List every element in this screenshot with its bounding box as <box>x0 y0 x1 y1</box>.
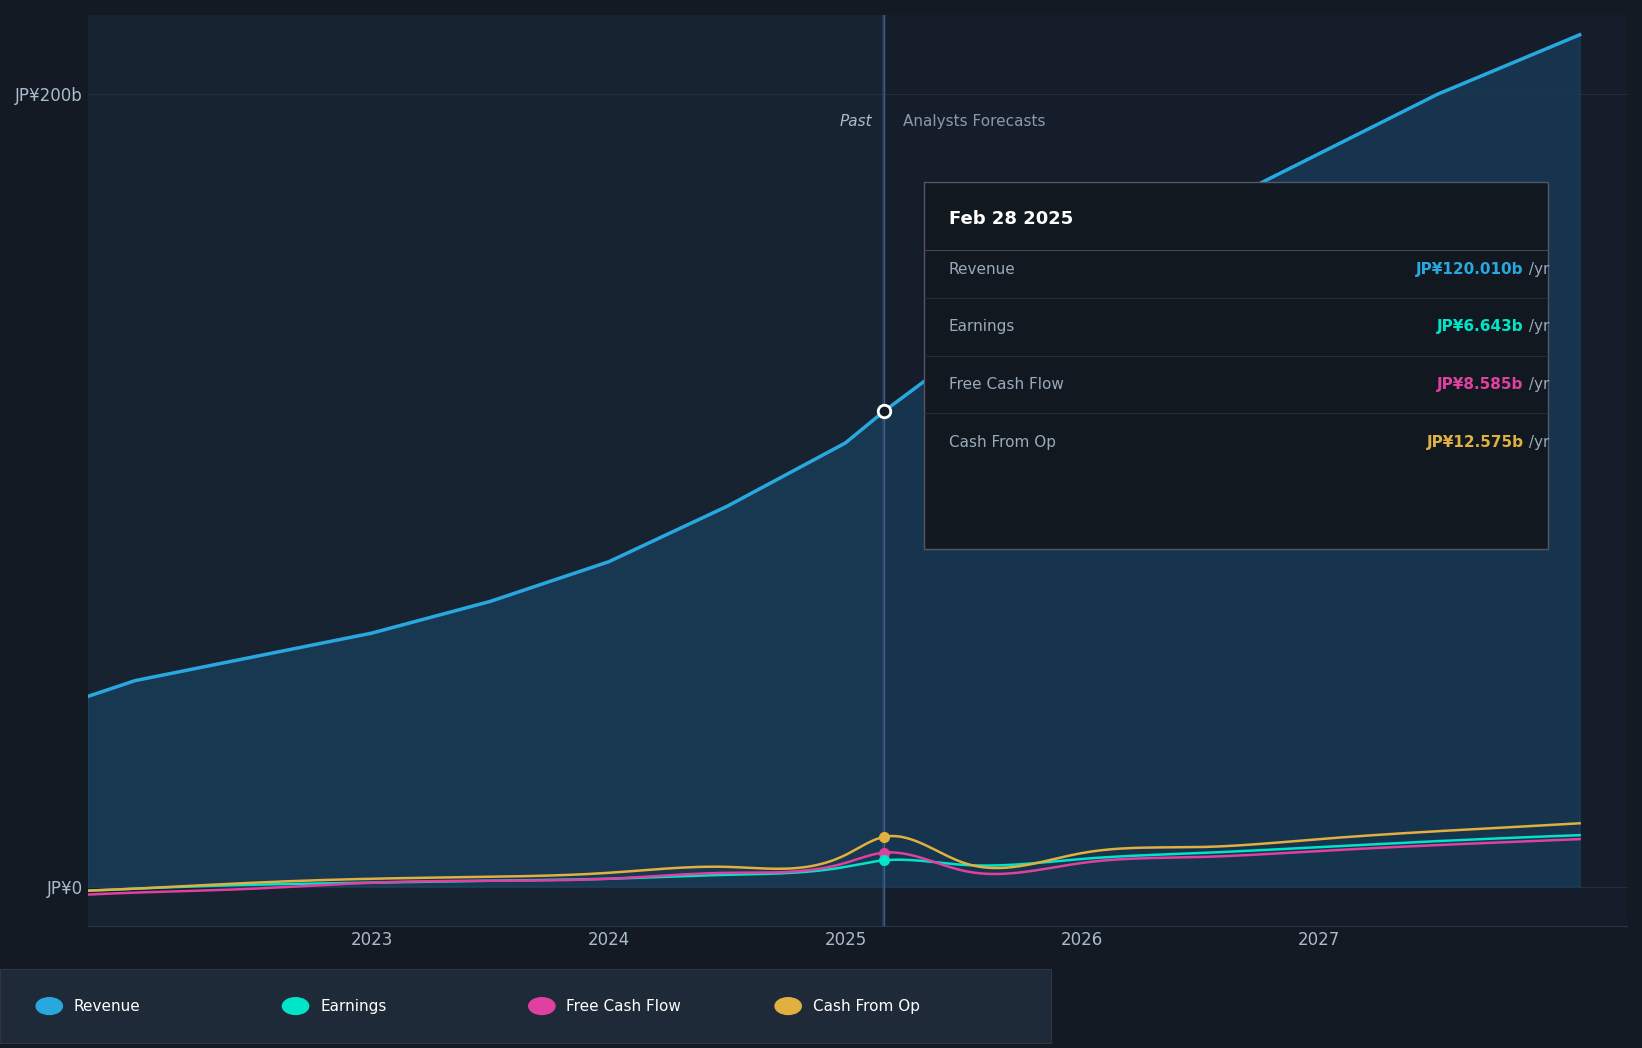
Text: Feb 28 2025: Feb 28 2025 <box>949 211 1074 228</box>
Text: JP¥8.585b: JP¥8.585b <box>1437 377 1524 392</box>
Text: /yr: /yr <box>1524 262 1548 277</box>
Text: Free Cash Flow: Free Cash Flow <box>949 377 1064 392</box>
Text: Earnings: Earnings <box>320 999 386 1013</box>
Text: /yr: /yr <box>1524 377 1548 392</box>
Bar <box>882 15 885 926</box>
Text: Free Cash Flow: Free Cash Flow <box>566 999 681 1013</box>
Text: Analysts Forecasts: Analysts Forecasts <box>903 114 1046 129</box>
Text: Revenue: Revenue <box>74 999 141 1013</box>
Text: JP¥12.575b: JP¥12.575b <box>1427 435 1524 450</box>
Text: JP¥6.643b: JP¥6.643b <box>1437 320 1524 334</box>
Text: Earnings: Earnings <box>949 320 1015 334</box>
Text: JP¥120.010b: JP¥120.010b <box>1415 262 1524 277</box>
Bar <box>87 15 883 926</box>
Text: Past: Past <box>839 114 872 129</box>
Text: Cash From Op: Cash From Op <box>949 435 1056 450</box>
Text: /yr: /yr <box>1524 435 1548 450</box>
Text: Revenue: Revenue <box>949 262 1016 277</box>
Text: Cash From Op: Cash From Op <box>813 999 920 1013</box>
Text: /yr: /yr <box>1524 320 1548 334</box>
Bar <box>883 15 1627 926</box>
